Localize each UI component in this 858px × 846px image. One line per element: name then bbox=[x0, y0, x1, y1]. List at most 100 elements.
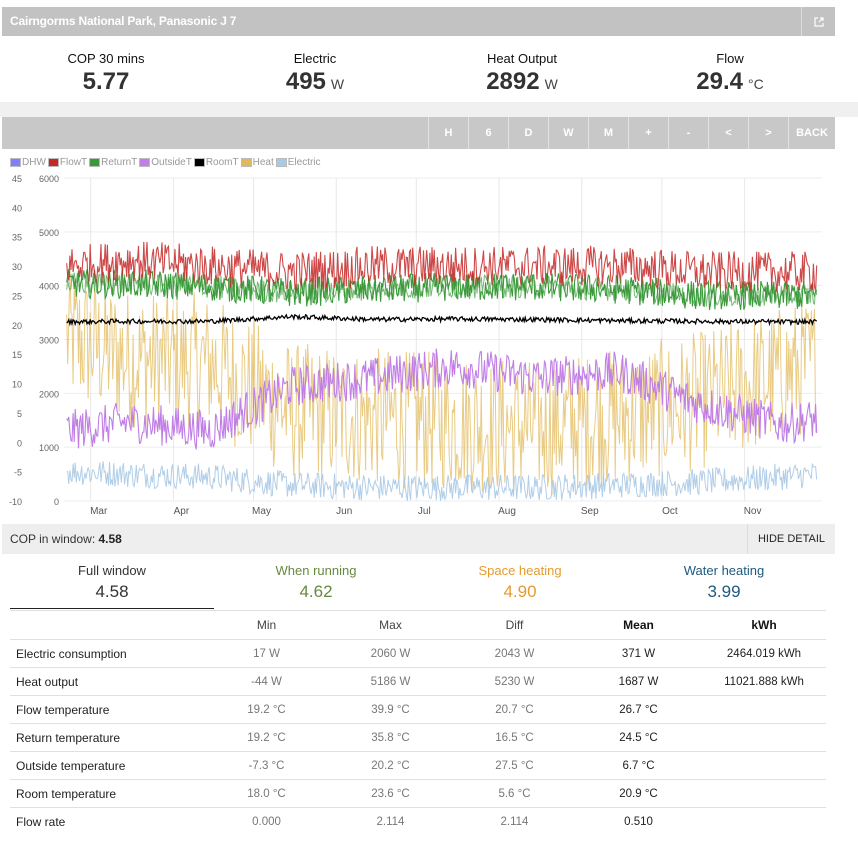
pan-left-button[interactable]: < bbox=[708, 117, 748, 149]
zoom-6hour-button[interactable]: 6 bbox=[468, 117, 508, 149]
table-cell: 17 W bbox=[206, 639, 327, 668]
table-cell: 5.6 °C bbox=[454, 779, 575, 808]
legend-item[interactable]: Heat bbox=[240, 157, 274, 168]
table-cell: 26.7 °C bbox=[575, 695, 702, 724]
table-cell bbox=[702, 723, 826, 752]
stat-value: 2892 bbox=[486, 68, 540, 95]
tab-when-running[interactable]: When running 4.62 bbox=[214, 563, 418, 609]
tab-space-heating[interactable]: Space heating 4.90 bbox=[418, 563, 622, 609]
column-header: Mean bbox=[575, 610, 702, 640]
column-header bbox=[10, 610, 206, 640]
legend-label: FlowT bbox=[59, 157, 88, 168]
row-label: Outside temperature bbox=[10, 751, 206, 780]
table-row: Return temperature 19.2 °C 35.8 °C 16.5 °C 2… bbox=[10, 723, 826, 752]
chart-area: DHW FlowT ReturnT OutsideT RoomT Heat Electric… bbox=[2, 149, 835, 524]
tab-value: 4.58 bbox=[95, 582, 129, 601]
series-return-temp-overlay bbox=[66, 270, 818, 308]
table-cell bbox=[702, 807, 826, 836]
stat-label: Heat Output bbox=[486, 51, 558, 66]
zoom-out-button[interactable]: - bbox=[668, 117, 708, 149]
table-cell: 18.0 °C bbox=[206, 779, 327, 808]
table-cell: 20.9 °C bbox=[575, 779, 702, 808]
stat-heat-output: Heat Output 2892 W bbox=[422, 51, 622, 96]
x-tick-label: Apr bbox=[174, 506, 190, 517]
series-flow-temp bbox=[66, 241, 818, 293]
stat-value: 5.77 bbox=[82, 68, 130, 95]
x-tick-label: Jun bbox=[336, 506, 352, 517]
zoom-day-button[interactable]: D bbox=[508, 117, 548, 149]
table-header-row: Min Max Diff Mean kWh bbox=[10, 610, 826, 640]
x-tick-label: Sep bbox=[581, 506, 599, 517]
legend-label: Heat bbox=[252, 157, 274, 168]
tab-water-heating[interactable]: Water heating 3.99 bbox=[622, 563, 826, 609]
zoom-hour-button[interactable]: H bbox=[428, 117, 468, 149]
y-right-tick-label: 1000 bbox=[39, 443, 59, 453]
zoom-in-button[interactable]: + bbox=[628, 117, 668, 149]
table-cell: 1687 W bbox=[575, 667, 702, 696]
legend-item[interactable]: ReturnT bbox=[89, 157, 137, 168]
table-cell: 5186 W bbox=[327, 667, 454, 696]
page-title: Cairngorms National Park, Panasonic J 7 bbox=[10, 14, 237, 28]
table-cell: 19.2 °C bbox=[206, 723, 327, 752]
table-cell: 20.2 °C bbox=[327, 751, 454, 780]
x-tick-label: Mar bbox=[90, 506, 108, 517]
legend-item[interactable]: RoomT bbox=[193, 157, 239, 168]
hide-detail-button[interactable]: HIDE DETAIL bbox=[747, 524, 835, 554]
table-cell: 20.7 °C bbox=[454, 695, 575, 724]
tab-label: Full window bbox=[78, 563, 146, 578]
title-bar: Cairngorms National Park, Panasonic J 7 bbox=[2, 7, 835, 36]
legend-swatch bbox=[89, 158, 101, 167]
table-row: Flow temperature 19.2 °C 39.9 °C 20.7 °C 26.… bbox=[10, 695, 826, 724]
pan-right-button[interactable]: > bbox=[748, 117, 788, 149]
legend-item[interactable]: Electric bbox=[275, 157, 321, 168]
stat-label: Electric bbox=[293, 51, 337, 66]
stat-label: Flow bbox=[716, 51, 744, 66]
tab-label: Water heating bbox=[683, 563, 765, 578]
series-outside-temp bbox=[66, 348, 818, 450]
y-left-tick-label: -10 bbox=[9, 497, 22, 507]
y-left-tick-label: 10 bbox=[12, 380, 22, 390]
legend-item[interactable]: DHW bbox=[10, 157, 46, 168]
table-cell: -44 W bbox=[206, 667, 327, 696]
export-button[interactable] bbox=[801, 7, 835, 36]
legend-item[interactable]: FlowT bbox=[47, 157, 88, 168]
table-cell: 11021.888 kWh bbox=[702, 667, 826, 696]
stat-unit: °C bbox=[748, 76, 764, 92]
back-button[interactable]: BACK bbox=[788, 117, 835, 149]
y-left-tick-label: 15 bbox=[12, 350, 22, 360]
column-header: Diff bbox=[454, 610, 575, 640]
y-right-tick-label: 0 bbox=[54, 497, 59, 507]
table-cell: 0.510 bbox=[575, 807, 702, 836]
x-tick-label: Aug bbox=[498, 506, 516, 517]
series-room-temp bbox=[66, 313, 818, 327]
table-cell bbox=[702, 695, 826, 724]
stat-electric: Electric 495 W bbox=[215, 51, 415, 96]
cop-summary-tabs: Full window 4.58 When running 4.62 Space… bbox=[10, 563, 826, 609]
series-electric bbox=[66, 461, 818, 501]
y-left-tick-label: 25 bbox=[12, 291, 22, 301]
stat-value: 495 bbox=[285, 68, 326, 95]
legend-item[interactable]: OutsideT bbox=[139, 157, 192, 168]
table-cell: -7.3 °C bbox=[206, 751, 327, 780]
table-cell bbox=[702, 779, 826, 808]
zoom-week-button[interactable]: W bbox=[548, 117, 588, 149]
legend-swatch bbox=[47, 158, 59, 167]
table-cell: 2060 W bbox=[327, 639, 454, 668]
zoom-month-button[interactable]: M bbox=[588, 117, 628, 149]
table-cell: 24.5 °C bbox=[575, 723, 702, 752]
column-header: kWh bbox=[702, 610, 826, 640]
y-right-tick-label: 4000 bbox=[39, 282, 59, 292]
row-label: Electric consumption bbox=[10, 639, 206, 668]
table-cell bbox=[702, 751, 826, 780]
row-label: Heat output bbox=[10, 667, 206, 696]
y-right-tick-label: 6000 bbox=[39, 174, 59, 184]
x-tick-label: May bbox=[252, 506, 271, 517]
table-row: Flow rate 0.000 2.114 2.114 0.510 bbox=[10, 807, 826, 836]
time-series-chart[interactable]: 45 40 35 30 25 20 15 10 5 0 -5 -10 6000 5000 4000 3000 2… bbox=[2, 149, 835, 524]
row-label: Room temperature bbox=[10, 779, 206, 808]
y-right-tick-label: 2000 bbox=[39, 389, 59, 399]
table-cell: 6.7 °C bbox=[575, 751, 702, 780]
tab-full-window[interactable]: Full window 4.58 bbox=[10, 563, 214, 609]
table-cell: 5230 W bbox=[454, 667, 575, 696]
